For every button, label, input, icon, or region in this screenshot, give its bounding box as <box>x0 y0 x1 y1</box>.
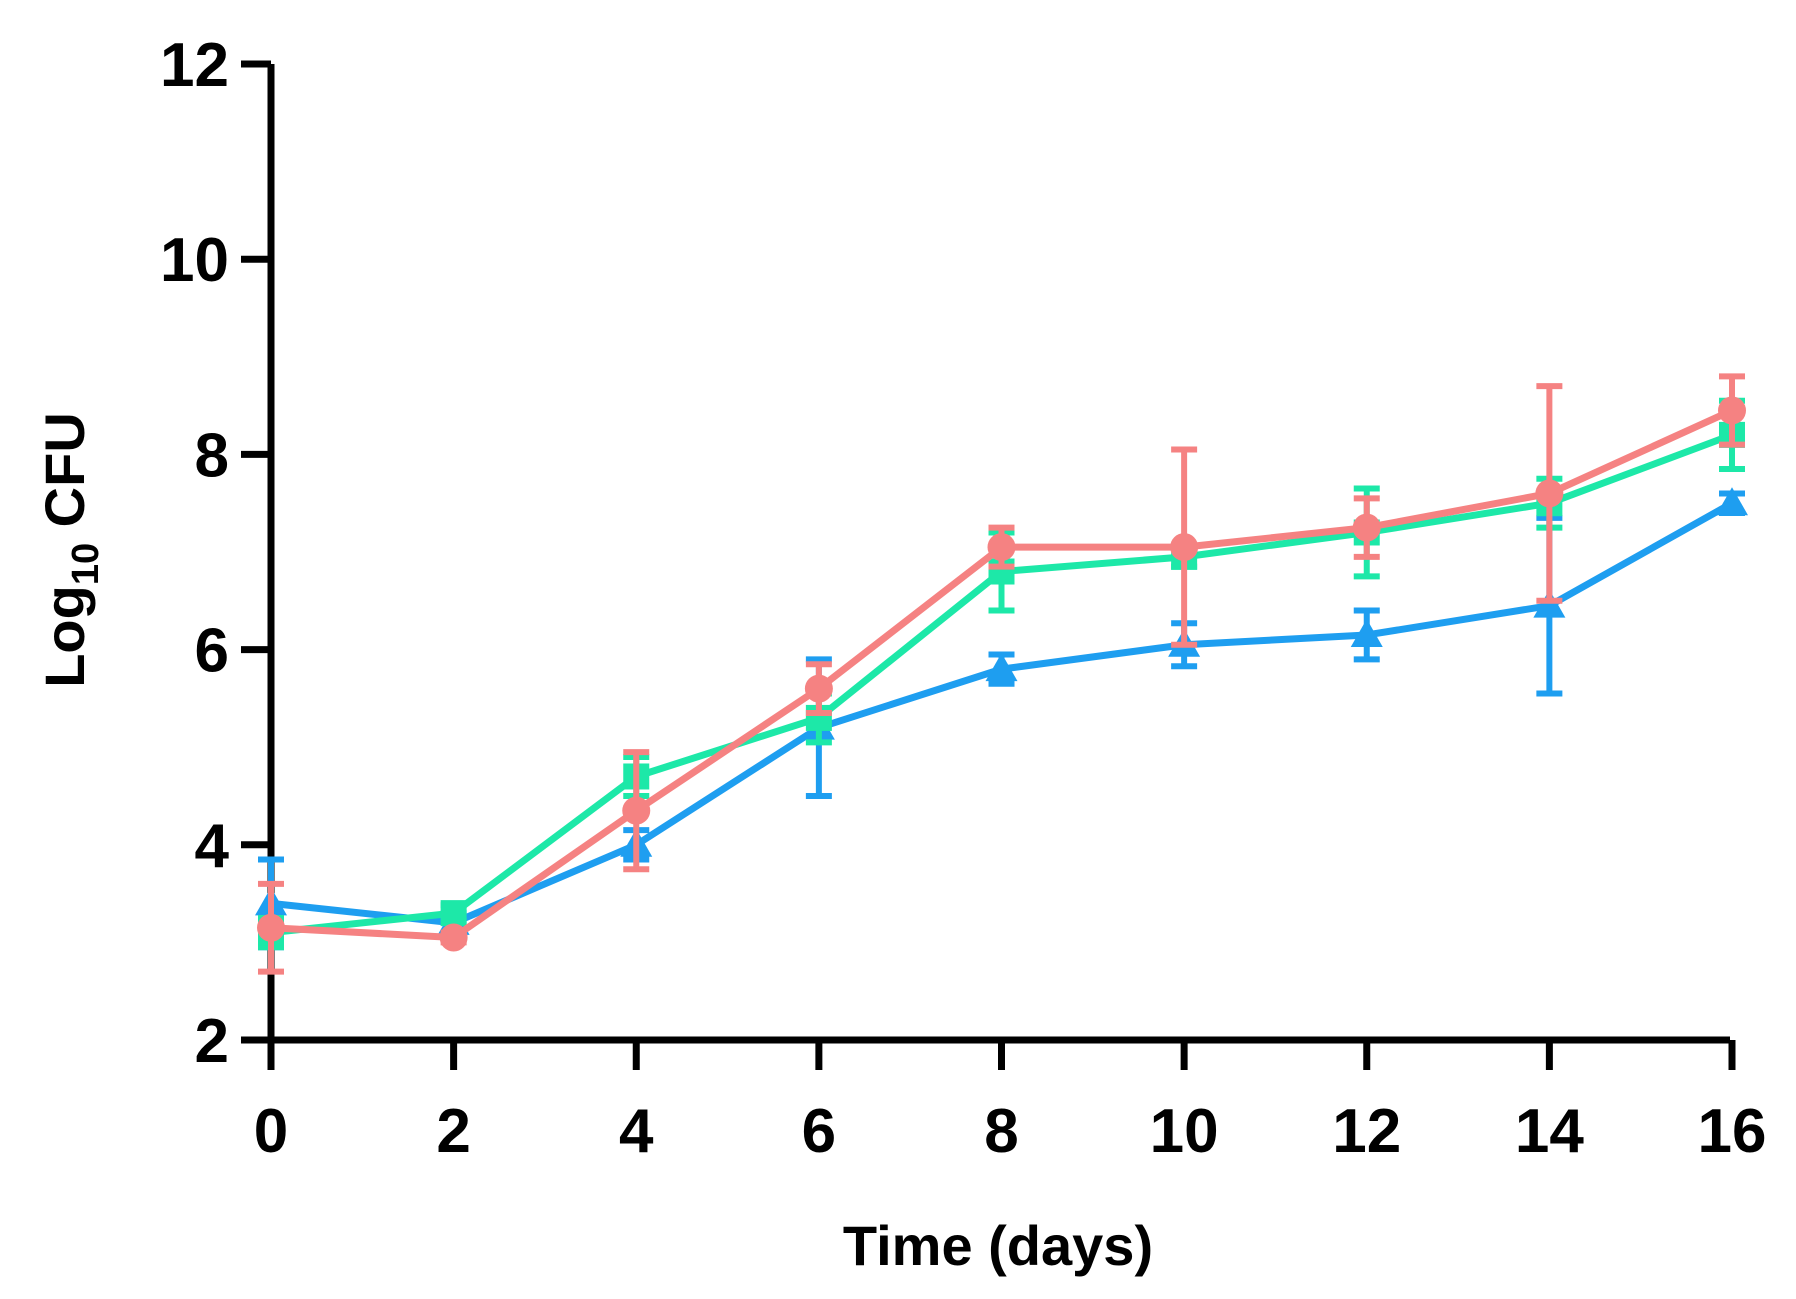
y-axis-title-main: Log <box>33 585 96 688</box>
y-tick-label-1: 4 <box>195 812 230 881</box>
y-tick-label-5: 12 <box>160 31 229 100</box>
x-tick-label-6: 12 <box>1332 1097 1401 1166</box>
series-red-point-2 <box>622 796 651 825</box>
x-tick-label-5: 10 <box>1150 1097 1219 1166</box>
y-axis-title: Log10 CFU <box>33 412 107 688</box>
series-blue-point-8 <box>1716 487 1748 516</box>
series-layer <box>255 373 1748 975</box>
series-red-point-4 <box>987 533 1016 562</box>
series-red-point-0 <box>257 913 285 942</box>
y-tick-label-2: 6 <box>195 617 229 686</box>
x-tick-label-1: 2 <box>436 1097 470 1166</box>
series-red-point-3 <box>804 674 833 703</box>
series-red <box>257 373 1746 975</box>
series-red-point-1 <box>439 923 468 952</box>
series-red-point-5 <box>1170 533 1199 562</box>
series-blue-point-4 <box>985 653 1018 682</box>
series-red-point-6 <box>1352 513 1381 542</box>
y-tick-label-0: 2 <box>195 1007 229 1076</box>
y-axis-title-subscript: 10 <box>65 543 107 585</box>
y-axis-title-group: Log10 CFU <box>33 412 107 688</box>
x-tick-label-2: 4 <box>619 1097 654 1166</box>
x-axis-title: Time (days) <box>843 1214 1153 1277</box>
y-axis-title-rest: CFU <box>33 412 96 543</box>
y-tick-label-4: 10 <box>160 226 229 295</box>
x-tick-label-3: 6 <box>802 1097 836 1166</box>
series-red-point-8 <box>1718 396 1746 425</box>
series-green-point-1 <box>440 900 467 927</box>
x-tick-label-0: 0 <box>254 1097 288 1166</box>
series-red-point-7 <box>1535 479 1564 508</box>
series-blue-point-6 <box>1350 618 1383 647</box>
x-tick-label-4: 8 <box>984 1097 1018 1166</box>
x-tick-label-7: 14 <box>1515 1097 1584 1166</box>
x-tick-label-8: 16 <box>1698 1097 1767 1166</box>
y-tick-label-3: 8 <box>195 421 229 490</box>
